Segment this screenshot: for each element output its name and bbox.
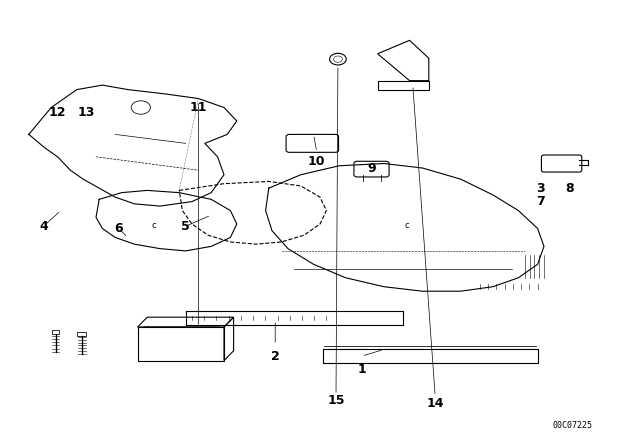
Text: 5: 5 [181, 220, 190, 233]
Text: 14: 14 [426, 396, 444, 410]
Text: c: c [151, 221, 156, 230]
Bar [52, 330, 59, 334]
Bar [77, 332, 86, 336]
Text: 13: 13 [77, 105, 95, 119]
Text: 7: 7 [536, 195, 545, 208]
Text: 6: 6 [114, 222, 123, 235]
Text: 11: 11 [189, 101, 207, 114]
Text: 00C07225: 00C07225 [553, 421, 593, 430]
Text: 15: 15 [327, 394, 345, 408]
Text: 1: 1 [357, 363, 366, 376]
Text: 10: 10 [308, 155, 326, 168]
Text: 2: 2 [271, 349, 280, 363]
Text: 3: 3 [536, 181, 545, 195]
Text: 12: 12 [49, 105, 67, 119]
Text: c: c [404, 221, 409, 230]
Text: 4: 4 [39, 220, 48, 233]
Text: 9: 9 [367, 161, 376, 175]
Text: 8: 8 [565, 181, 574, 195]
